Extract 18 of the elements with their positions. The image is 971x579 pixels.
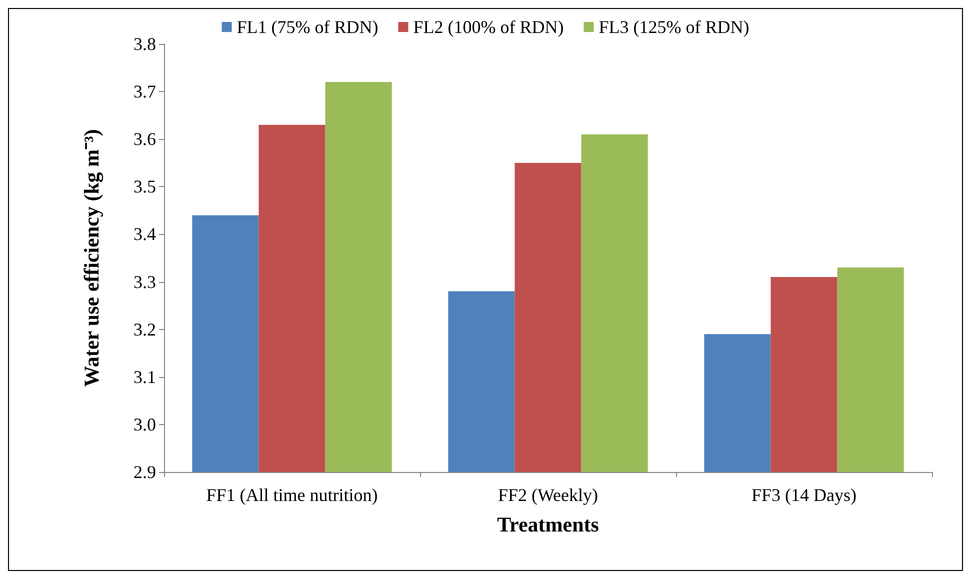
y-tick-label: 3.6 — [134, 129, 156, 150]
x-axis-title: Treatments — [497, 512, 599, 536]
legend-label: FL1 (75% of RDN) — [236, 17, 378, 37]
x-tick-label: FF3 (14 Days) — [751, 485, 857, 505]
x-tick-label: FF1 (All time nutrition) — [206, 485, 378, 505]
legend-label: FL2 (100% of RDN) — [413, 17, 564, 37]
y-tick-label: 3.3 — [134, 272, 156, 292]
y-tick-label: 3.8 — [134, 34, 156, 54]
y-tick-label: 3.1 — [134, 366, 156, 387]
x-tick-label: FF2 (Weekly) — [498, 485, 598, 505]
y-tick-label: 3.5 — [134, 176, 156, 197]
y-tick-label: 3.2 — [134, 319, 156, 340]
legend-label: FL3 (125% of RDN) — [598, 17, 750, 37]
y-axis-title: Water use efficiency (kg m⁻³) — [80, 129, 104, 387]
y-tick-label: 3.7 — [134, 82, 156, 102]
y-tick-label: 3.0 — [134, 414, 156, 434]
y-tick-label: 2.9 — [134, 462, 156, 482]
y-tick-label: 3.4 — [134, 224, 156, 244]
